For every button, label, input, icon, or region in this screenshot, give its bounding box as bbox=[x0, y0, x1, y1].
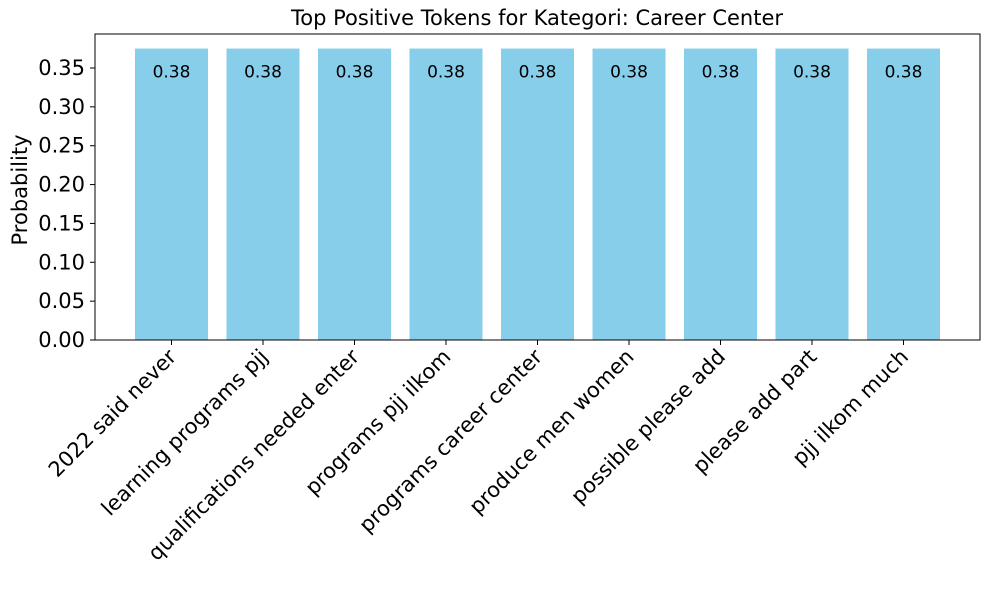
bar-value-label: 0.38 bbox=[153, 63, 191, 83]
chart-title: Top Positive Tokens for Kategori: Career… bbox=[290, 6, 783, 30]
y-axis: 0.00 0.05 0.10 0.15 0.20 0.25 0.30 0.35 bbox=[38, 56, 95, 352]
y-tick-label: 0.00 bbox=[38, 328, 85, 352]
bar-value-label: 0.38 bbox=[702, 63, 740, 83]
bar bbox=[592, 48, 666, 340]
bar bbox=[226, 48, 300, 340]
y-tick-label: 0.25 bbox=[38, 134, 85, 158]
bar-value-label: 0.38 bbox=[793, 63, 831, 83]
bar bbox=[867, 48, 940, 340]
bar bbox=[135, 48, 208, 340]
bar-value-label: 0.38 bbox=[244, 63, 282, 83]
bar bbox=[775, 48, 849, 340]
y-tick-label: 0.35 bbox=[38, 56, 85, 80]
bar bbox=[409, 48, 483, 340]
y-tick-label: 0.30 bbox=[38, 95, 85, 119]
bar-value-label: 0.38 bbox=[336, 63, 374, 83]
y-axis-label: Probability bbox=[8, 134, 32, 245]
bar bbox=[684, 48, 757, 340]
bar-value-label: 0.38 bbox=[519, 63, 557, 83]
bar bbox=[318, 48, 391, 340]
x-tick-label: produce men women bbox=[464, 345, 638, 519]
bars-group bbox=[135, 48, 940, 340]
bar-value-label: 0.38 bbox=[885, 63, 923, 83]
y-tick-label: 0.15 bbox=[38, 211, 85, 235]
plot-frame bbox=[94, 33, 981, 341]
bar-value-label: 0.38 bbox=[610, 63, 648, 83]
x-tick-label: possible please add bbox=[566, 345, 730, 509]
y-tick-label: 0.05 bbox=[38, 289, 85, 313]
bar-value-label: 0.38 bbox=[427, 63, 465, 83]
x-tick-label: learning programs pjj bbox=[97, 345, 273, 521]
y-tick-label: 0.20 bbox=[38, 173, 85, 197]
y-tick-label: 0.10 bbox=[38, 250, 85, 274]
x-tick-label: programs career center bbox=[354, 344, 547, 537]
bar-labels-group: 0.38 0.38 0.38 0.38 0.38 0.38 0.38 0.38 0.38 bbox=[153, 63, 923, 83]
bar bbox=[501, 48, 574, 340]
